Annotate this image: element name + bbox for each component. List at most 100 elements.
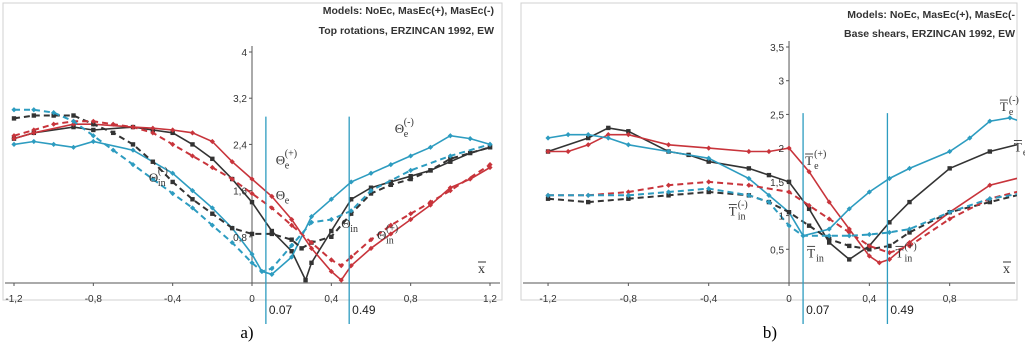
- data-point: [606, 125, 611, 131]
- data-point: [427, 144, 434, 150]
- data-point: [170, 127, 176, 133]
- data-point: [190, 197, 195, 202]
- x-tick-label: -0,4: [164, 294, 182, 305]
- data-point: [90, 138, 96, 145]
- y-tick-label: 1,6: [233, 187, 247, 198]
- data-point: [826, 216, 832, 222]
- data-point: [31, 127, 37, 133]
- curve-annotation: T (+)e: [805, 149, 826, 172]
- data-point: [130, 124, 136, 130]
- data-point: [70, 121, 77, 127]
- data-point: [348, 179, 354, 185]
- data-point: [229, 239, 235, 246]
- data-point: [210, 211, 215, 216]
- x-tick-label: 0: [786, 294, 792, 305]
- data-point: [338, 263, 344, 269]
- data-point: [71, 124, 76, 130]
- data-point: [289, 216, 295, 223]
- data-point: [706, 186, 712, 192]
- annotation-subscript: in: [350, 224, 358, 235]
- data-point: [987, 118, 993, 124]
- data-point: [706, 155, 712, 161]
- data-point: [408, 173, 413, 179]
- data-point: [625, 189, 631, 195]
- data-point: [786, 179, 792, 185]
- y-tick-label: 0,8: [233, 233, 247, 244]
- data-point: [826, 233, 832, 239]
- annotation-subscript: in: [738, 212, 746, 223]
- series-line: [547, 190, 1017, 251]
- data-point: [907, 230, 912, 235]
- reference-line-label: 0.07: [269, 303, 293, 317]
- data-point: [408, 153, 414, 159]
- x-tick-label: 0,8: [404, 294, 418, 305]
- reference-line-label: 0.07: [806, 303, 830, 317]
- data-point: [625, 142, 631, 148]
- data-point: [308, 219, 315, 225]
- x-tick-label: 0: [249, 294, 255, 305]
- data-point: [706, 159, 711, 164]
- data-point: [585, 142, 591, 148]
- data-point: [447, 188, 453, 194]
- annotation-superscript: (-): [158, 166, 168, 177]
- annotation-subscript: e: [1009, 107, 1014, 118]
- data-point: [51, 141, 57, 147]
- data-point: [348, 254, 354, 260]
- data-point: [947, 148, 953, 155]
- data-point: [967, 135, 973, 141]
- data-point: [826, 236, 832, 242]
- data-point: [886, 175, 893, 182]
- x-tick-label: -1,2: [5, 294, 23, 305]
- data-point: [249, 190, 255, 197]
- data-point: [806, 223, 812, 228]
- data-point: [706, 189, 711, 195]
- annotation-symbol: T: [895, 245, 903, 260]
- x-tick-label: 0,4: [324, 294, 338, 305]
- data-point: [209, 164, 215, 171]
- chart-title-line: Base shears, ERZINCAN 1992, EW: [844, 28, 1015, 40]
- data-point: [190, 142, 195, 147]
- annotation-subscript: in: [158, 178, 166, 189]
- data-point: [487, 162, 493, 168]
- curve-annotation: T (+)in: [895, 241, 917, 264]
- data-point: [91, 127, 96, 133]
- annotation-symbol: T: [1000, 99, 1008, 114]
- data-point: [665, 142, 672, 148]
- data-point: [229, 176, 235, 182]
- x-tick-label: -0,8: [620, 294, 638, 305]
- data-point: [189, 153, 196, 159]
- data-point: [70, 118, 77, 124]
- data-point: [348, 197, 354, 202]
- data-point: [368, 188, 374, 194]
- data-point: [11, 116, 17, 121]
- data-point: [846, 226, 852, 232]
- data-point: [189, 205, 196, 211]
- annotation-superscript: (-): [404, 117, 414, 128]
- data-point: [886, 256, 893, 262]
- curve-annotation: Te: [1013, 140, 1025, 159]
- data-point: [51, 113, 56, 118]
- data-point: [269, 231, 275, 237]
- y-tick-label: 2,4: [233, 140, 247, 151]
- reference-line-label: 0.49: [890, 303, 914, 317]
- data-point: [328, 216, 334, 223]
- data-point: [605, 135, 611, 141]
- data-point: [665, 148, 672, 155]
- x-tick-label: 0,4: [862, 294, 876, 305]
- annotation-subscript: e: [285, 195, 290, 206]
- data-point: [887, 243, 892, 249]
- data-point: [846, 229, 852, 236]
- data-point: [368, 245, 374, 251]
- data-point: [328, 196, 334, 202]
- data-point: [90, 118, 96, 124]
- data-point: [249, 231, 255, 237]
- data-point: [1007, 115, 1013, 121]
- curve-annotation: Θ (-)in: [149, 166, 168, 189]
- data-point: [585, 132, 591, 138]
- data-point: [289, 254, 295, 260]
- data-point: [467, 136, 473, 142]
- y-tick-label: 2: [778, 144, 784, 155]
